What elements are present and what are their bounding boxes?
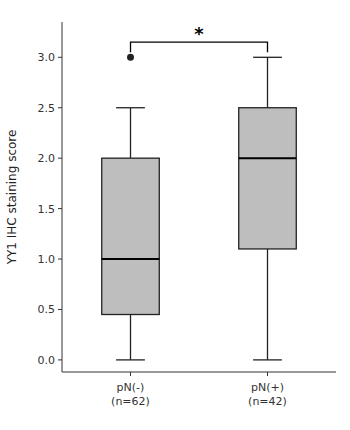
y-tick-label: 1.5 — [38, 203, 56, 216]
x-tick-label-line: pN(-) — [117, 381, 145, 394]
lower-whisker — [130, 315, 131, 360]
x-axis: pN(-)(n=62) pN(+)(n=42) — [62, 372, 336, 408]
y-tick — [58, 158, 62, 159]
y-tick — [58, 208, 62, 209]
outlier — [127, 54, 134, 61]
x-tick-label: pN(-)(n=62) — [111, 381, 150, 408]
lower-cap — [253, 359, 282, 360]
x-tick — [130, 372, 131, 376]
chart-svg: 0.0 0.5 1.0 1.5 2.0 2.5 3.0 YY1 IHC staining sc… — [0, 0, 350, 430]
y-tick-label: 2.5 — [38, 102, 56, 115]
median-line — [102, 258, 160, 260]
y-tick — [58, 259, 62, 260]
y-tick — [58, 309, 62, 310]
x-tick-label-line: pN(+) — [251, 381, 284, 394]
y-tick — [58, 57, 62, 58]
median-line — [239, 157, 297, 159]
box — [102, 158, 160, 314]
x-tick-label: pN(+)(n=42) — [248, 381, 287, 408]
y-tick-label: 3.0 — [38, 51, 56, 64]
y-tick — [58, 107, 62, 108]
x-tick — [267, 372, 268, 376]
y-tick — [58, 359, 62, 360]
box — [239, 108, 297, 249]
y-tick-label: 2.0 — [38, 152, 56, 165]
x-tick-label-line: (n=62) — [111, 395, 150, 408]
box-group — [102, 54, 160, 360]
x-axis-line — [62, 372, 336, 373]
y-tick-label: 1.0 — [38, 253, 56, 266]
y-axis: 0.0 0.5 1.0 1.5 2.0 2.5 3.0 — [38, 22, 63, 372]
upper-cap — [253, 57, 282, 58]
chart-container: 0.0 0.5 1.0 1.5 2.0 2.5 3.0 YY1 IHC staining sc… — [0, 0, 350, 430]
significance-label: * — [194, 23, 204, 44]
y-tick-label: 0.0 — [38, 354, 56, 367]
lower-whisker — [267, 249, 268, 360]
box-group — [239, 57, 297, 360]
upper-whisker — [267, 57, 268, 107]
lower-cap — [116, 359, 145, 360]
plot-area — [102, 42, 297, 360]
y-axis-label: YY1 IHC staining score — [5, 130, 19, 266]
x-tick-label-line: (n=42) — [248, 395, 287, 408]
upper-cap — [116, 107, 145, 108]
y-axis-line — [62, 22, 63, 372]
y-tick-label: 0.5 — [38, 303, 56, 316]
upper-whisker — [130, 108, 131, 158]
